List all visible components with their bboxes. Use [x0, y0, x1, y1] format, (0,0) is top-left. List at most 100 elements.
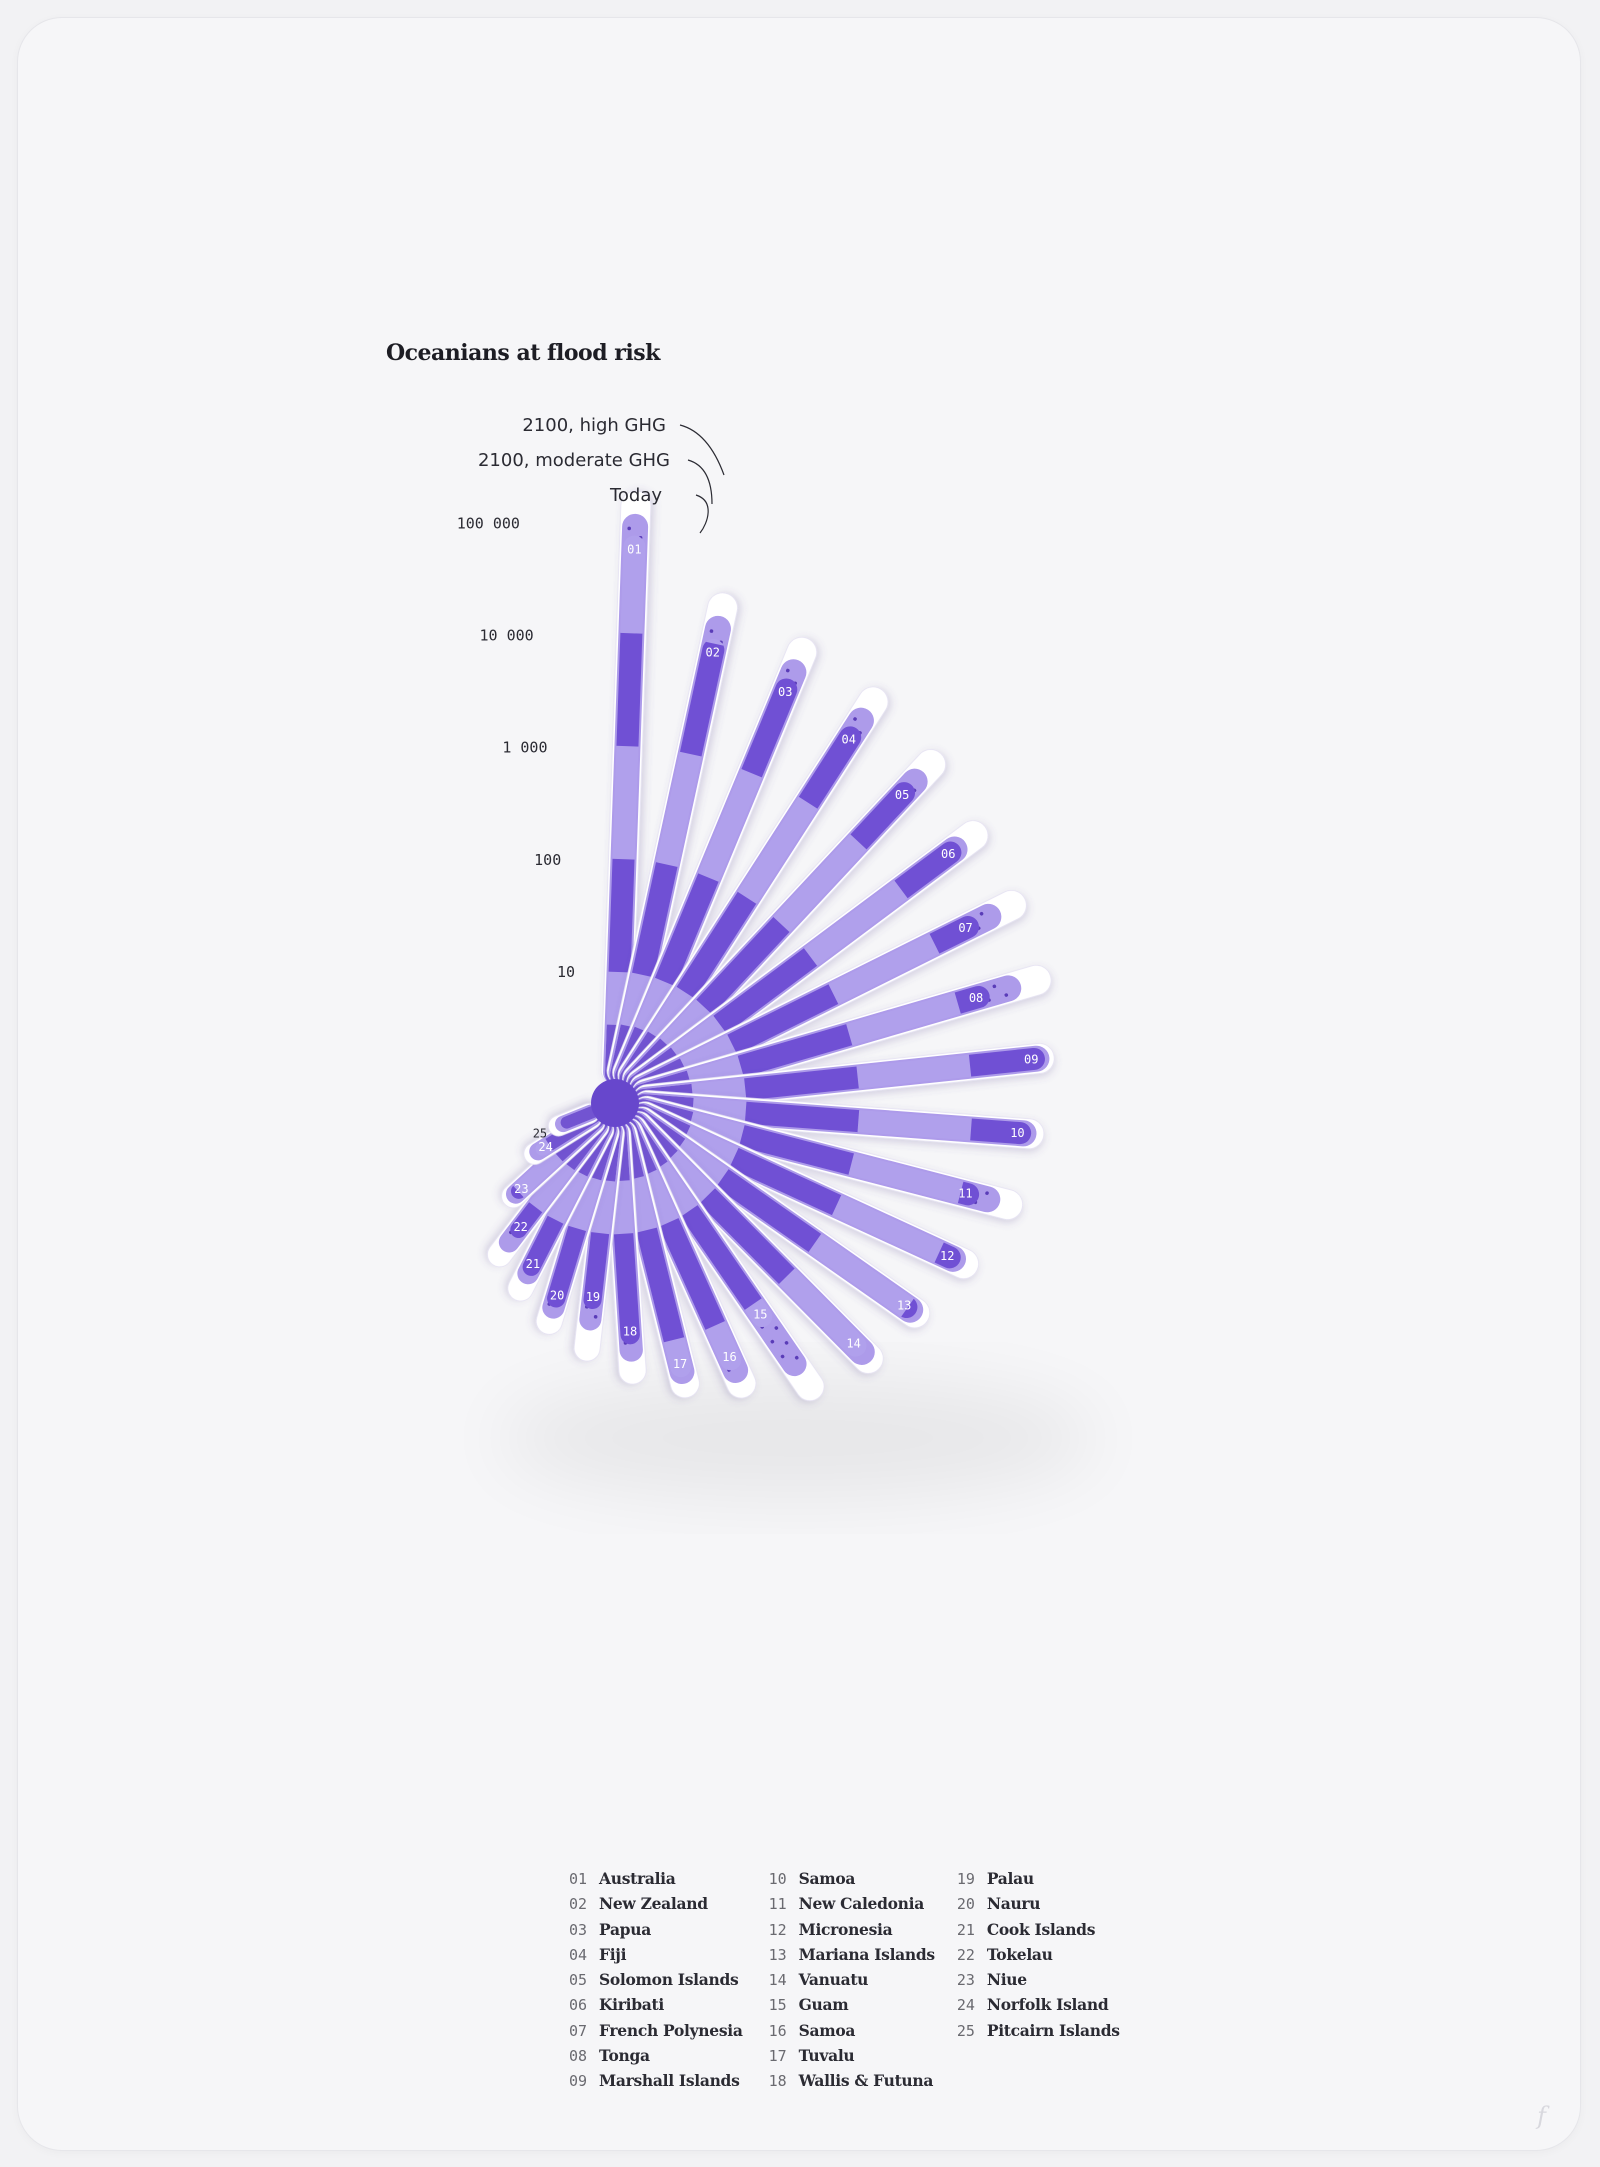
bar-label-18: 18: [623, 1325, 637, 1339]
legend-item: 14 Vanuatu: [769, 1970, 935, 1995]
legend-code: 19: [956, 1870, 975, 1888]
legend-code: 05: [569, 1971, 588, 1990]
band: [322, 1381, 407, 1484]
bar-dot: [770, 1339, 775, 1344]
bar-dot: [794, 1355, 799, 1360]
bar-label-16: 16: [722, 1350, 736, 1364]
legend-country: New Zealand: [599, 1894, 708, 1914]
bars-group: 01 02 03 04 05 06 07 08 09 10 11 12 13 14 15 16 17 18 19 20…: [18, 350, 1423, 1796]
legend-country: Pitcairn Islands: [986, 2020, 1120, 2040]
band: [869, 350, 936, 465]
bar-country-25: 25: [18, 1102, 601, 1372]
band: [826, 455, 893, 570]
band: [848, 777, 920, 851]
legend-country: Tokelau: [986, 1944, 1053, 1964]
axis-ticks: 100 000 10 000 1 000 100 10: [457, 514, 575, 981]
band: [1306, 1005, 1422, 1043]
band: [525, 1681, 560, 1796]
bar-label-13: 13: [897, 1298, 911, 1312]
band: [1280, 864, 1396, 921]
legend-code: 04: [569, 1945, 588, 1964]
band: [653, 872, 721, 987]
band: [18, 1566, 108, 1657]
band: [738, 1123, 855, 1177]
band: [385, 1145, 496, 1203]
legend-code: 09: [569, 2072, 588, 2091]
band: [654, 750, 704, 868]
band: [726, 420, 775, 536]
band: [341, 1517, 412, 1628]
bar-dot: [1004, 993, 1009, 997]
radial-chart: 01 02 03 04 05 06 07 08 09 10 11 12 13 14 15 16 17 18 19 20…: [18, 340, 1423, 1796]
legend-item: 09 Marshall Islands: [569, 2071, 743, 2096]
legend-code: 07: [569, 2021, 588, 2040]
legend-item: 07 French Polynesia: [569, 2021, 743, 2046]
bar-country-04: 04: [615, 686, 889, 1094]
bar-dot: [853, 717, 857, 721]
legend-country: Mariana Islands: [798, 1944, 936, 1964]
axis-tick-label: 100: [534, 851, 561, 869]
bar-country-24: 24: [18, 1106, 604, 1542]
band: [739, 675, 801, 779]
band: [117, 1346, 222, 1421]
hub-center: [591, 1079, 639, 1127]
chart-drop-shadow: [498, 1378, 1098, 1498]
band: [212, 1286, 317, 1361]
axis-tick-label: 10: [557, 963, 575, 981]
band: [185, 1561, 270, 1664]
band: [697, 1186, 797, 1286]
band: [18, 1314, 78, 1372]
bar-label-12: 12: [940, 1249, 954, 1263]
band: [392, 1416, 463, 1527]
band: [1036, 1288, 1150, 1359]
legend-code: 24: [956, 1996, 975, 2015]
legend-country: Guam: [798, 1995, 849, 2015]
legend-column: 10 Samoa 11 New Caledonia 12 Micronesia 13 Mari…: [768, 1869, 936, 2097]
legend-code: 16: [768, 2021, 787, 2040]
legend-code: 13: [768, 1945, 787, 1964]
band: [71, 1271, 182, 1329]
bar-label-22: 22: [513, 1220, 527, 1234]
legend-code: 23: [956, 1971, 975, 1990]
band: [18, 1467, 31, 1542]
legend-item: 24 Norfolk Island: [957, 1995, 1120, 2020]
band: [970, 1116, 1032, 1145]
legend-item: 03 Papua: [569, 1920, 743, 1945]
bar-country-20: 20: [535, 1117, 620, 1335]
legend-country: Cook Islands: [986, 1919, 1096, 1939]
legend-country: French Polynesia: [599, 2020, 743, 2040]
legend-code: 03: [569, 1920, 588, 1939]
legend-code: 14: [768, 1971, 787, 1990]
bar-label-20: 20: [550, 1288, 564, 1302]
band: [117, 1651, 202, 1754]
bar-label-21: 21: [526, 1257, 540, 1271]
band: [1308, 1142, 1423, 1176]
band: [1139, 1335, 1253, 1406]
band: [390, 1291, 475, 1394]
legend-code: 10: [768, 1870, 787, 1888]
legend-country: Palau: [986, 1869, 1034, 1888]
band: [1242, 1383, 1356, 1454]
band: [1083, 1125, 1198, 1159]
bar-label-15: 15: [753, 1307, 767, 1321]
legend-country: New Caledonia: [798, 1894, 925, 1914]
legend-item: 21 Cook Islands: [957, 1920, 1120, 1945]
band: [308, 1226, 413, 1301]
bar-label-05: 05: [895, 788, 909, 802]
legend-item: 20 Nauru: [957, 1894, 1120, 1919]
band: [1131, 781, 1244, 855]
band: [743, 1297, 777, 1332]
scenario-label: 2100, moderate GHG: [478, 450, 670, 471]
legend-item: 16 Samoa: [769, 2021, 935, 2046]
band: [899, 1297, 922, 1323]
bar-dot: [593, 1315, 598, 1319]
bar-label-19: 19: [586, 1290, 600, 1304]
legend-code: 08: [569, 2047, 588, 2066]
legend-item: 15 Guam: [769, 1995, 935, 2020]
band: [696, 767, 764, 883]
band: [544, 1225, 588, 1310]
band: [928, 912, 983, 956]
band: [893, 837, 966, 900]
band: [1178, 1492, 1286, 1578]
bar-label-07: 07: [958, 921, 972, 935]
